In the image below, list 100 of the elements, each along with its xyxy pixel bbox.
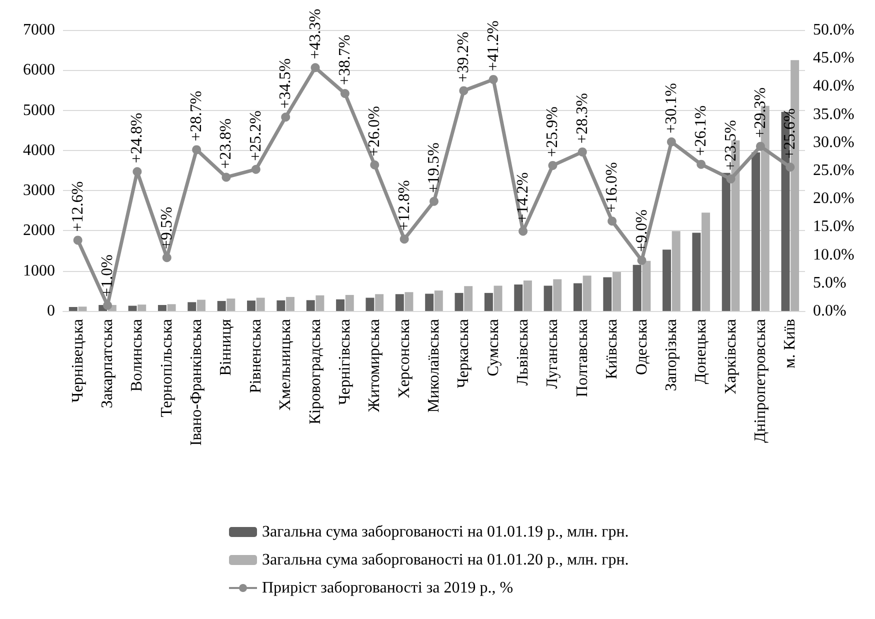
x-tick-label: Запорізька: [662, 319, 680, 392]
x-tick-label: Сумська: [484, 319, 502, 376]
bar: [366, 298, 374, 311]
data-label: +19.5%: [426, 142, 442, 193]
data-label: +9.0%: [633, 210, 650, 252]
bar: [375, 294, 384, 311]
bar: [523, 280, 532, 311]
y2-tick-label: 5.0%: [813, 274, 846, 292]
y-tick-label: 3000: [23, 182, 55, 200]
data-label: +28.7%: [188, 90, 206, 142]
bar: [68, 306, 78, 311]
point: [340, 89, 350, 98]
data-label: +29.3%: [752, 87, 769, 138]
point: [162, 253, 172, 262]
data-label: +39.2%: [455, 32, 472, 82]
point: [756, 142, 765, 151]
y-tick-label: 1000: [23, 262, 55, 280]
data-label: +23.5%: [722, 120, 740, 170]
data-label: +12.6%: [69, 181, 86, 232]
y2-tick-label: 45.0%: [813, 50, 854, 67]
point: [637, 256, 646, 265]
data-label: +25.6%: [782, 108, 799, 159]
bar: [395, 294, 404, 311]
bar: [464, 286, 473, 311]
y-tick-label: 4000: [23, 142, 55, 159]
point: [518, 226, 528, 236]
point: [726, 174, 736, 184]
legend-label: Загальна сума заборгованості на 01.01.19 р., млн. грн.: [262, 524, 629, 540]
bar: [702, 212, 710, 311]
y2-tick-label: 25.0%: [813, 162, 854, 179]
y-tick-label: 7000: [23, 22, 55, 38]
bar: [306, 300, 315, 311]
y2-tick-label: 0.0%: [813, 302, 846, 320]
x-tick-label: Закарпатська: [99, 319, 116, 408]
data-label: +38.7%: [336, 34, 354, 86]
x-tick-label: Рівненська: [247, 319, 264, 394]
point: [666, 137, 676, 146]
x-tick-label: Житомирська: [366, 319, 384, 412]
x-tick-label: Кіровоградська: [306, 319, 324, 424]
point: [192, 145, 202, 154]
bar: [256, 298, 265, 311]
data-label: +25.9%: [544, 106, 562, 157]
bar: [612, 272, 621, 311]
point: [548, 160, 558, 170]
y-tick-label: 5000: [23, 102, 55, 119]
x-tick-label: Хмельницька: [277, 319, 294, 411]
bar: [196, 300, 206, 311]
point: [608, 216, 617, 226]
point: [281, 112, 290, 122]
point: [310, 63, 320, 72]
bar: [286, 296, 295, 311]
bar: [167, 304, 176, 311]
data-label: +43.3%: [306, 8, 324, 60]
bar: [662, 250, 672, 311]
y2-tick-label: 40.0%: [813, 78, 854, 95]
bar: [188, 302, 196, 311]
bar: [434, 290, 443, 311]
x-tick-label: Одеська: [633, 319, 650, 376]
y-tick-label: 2000: [23, 222, 55, 240]
x-tick-label: Київська: [604, 319, 621, 380]
point: [488, 74, 498, 84]
data-label: +9.5%: [158, 206, 176, 250]
bar: [217, 300, 226, 311]
y2-tick-label: 10.0%: [813, 246, 854, 264]
data-label: +28.3%: [574, 93, 591, 144]
data-label: +16.0%: [604, 162, 621, 213]
bar: [582, 276, 592, 311]
legend-label: Приріст заборгованості за 2019 р., %: [262, 580, 514, 596]
bar: [454, 292, 464, 311]
data-label: +25.2%: [247, 110, 264, 161]
point: [370, 160, 380, 170]
x-tick-label: Харківська: [722, 319, 740, 394]
point: [103, 300, 112, 310]
data-label: +14.2%: [514, 172, 532, 223]
bar: [276, 300, 286, 311]
bar: [603, 277, 612, 311]
data-label: +23.8%: [218, 118, 235, 169]
y2-tick-label: 20.0%: [813, 190, 854, 208]
y2-tick-label: 50.0%: [813, 22, 854, 38]
data-label: +1.0%: [99, 254, 116, 297]
bar: [316, 295, 324, 311]
bar: [642, 260, 651, 311]
point: [400, 234, 409, 244]
bar: [158, 304, 166, 311]
y-tick-label: 0: [47, 302, 55, 320]
data-label: +41.2%: [484, 20, 502, 71]
point: [430, 196, 438, 206]
x-tick-label: Чернігівська: [336, 319, 354, 406]
x-tick-label: Черкаська: [455, 319, 472, 388]
bar: [226, 298, 236, 311]
x-tick-label: Львівська: [514, 319, 532, 386]
y-tick-label: 6000: [23, 62, 55, 79]
x-tick-label: Чернівецька: [69, 319, 86, 403]
point: [222, 172, 231, 182]
bar: [553, 279, 562, 311]
point: [251, 164, 260, 174]
x-tick-label: Луганська: [544, 319, 562, 389]
x-tick-label: Волинська: [128, 319, 146, 392]
x-tick-label: м. Київ: [782, 318, 799, 368]
point: [73, 236, 82, 245]
